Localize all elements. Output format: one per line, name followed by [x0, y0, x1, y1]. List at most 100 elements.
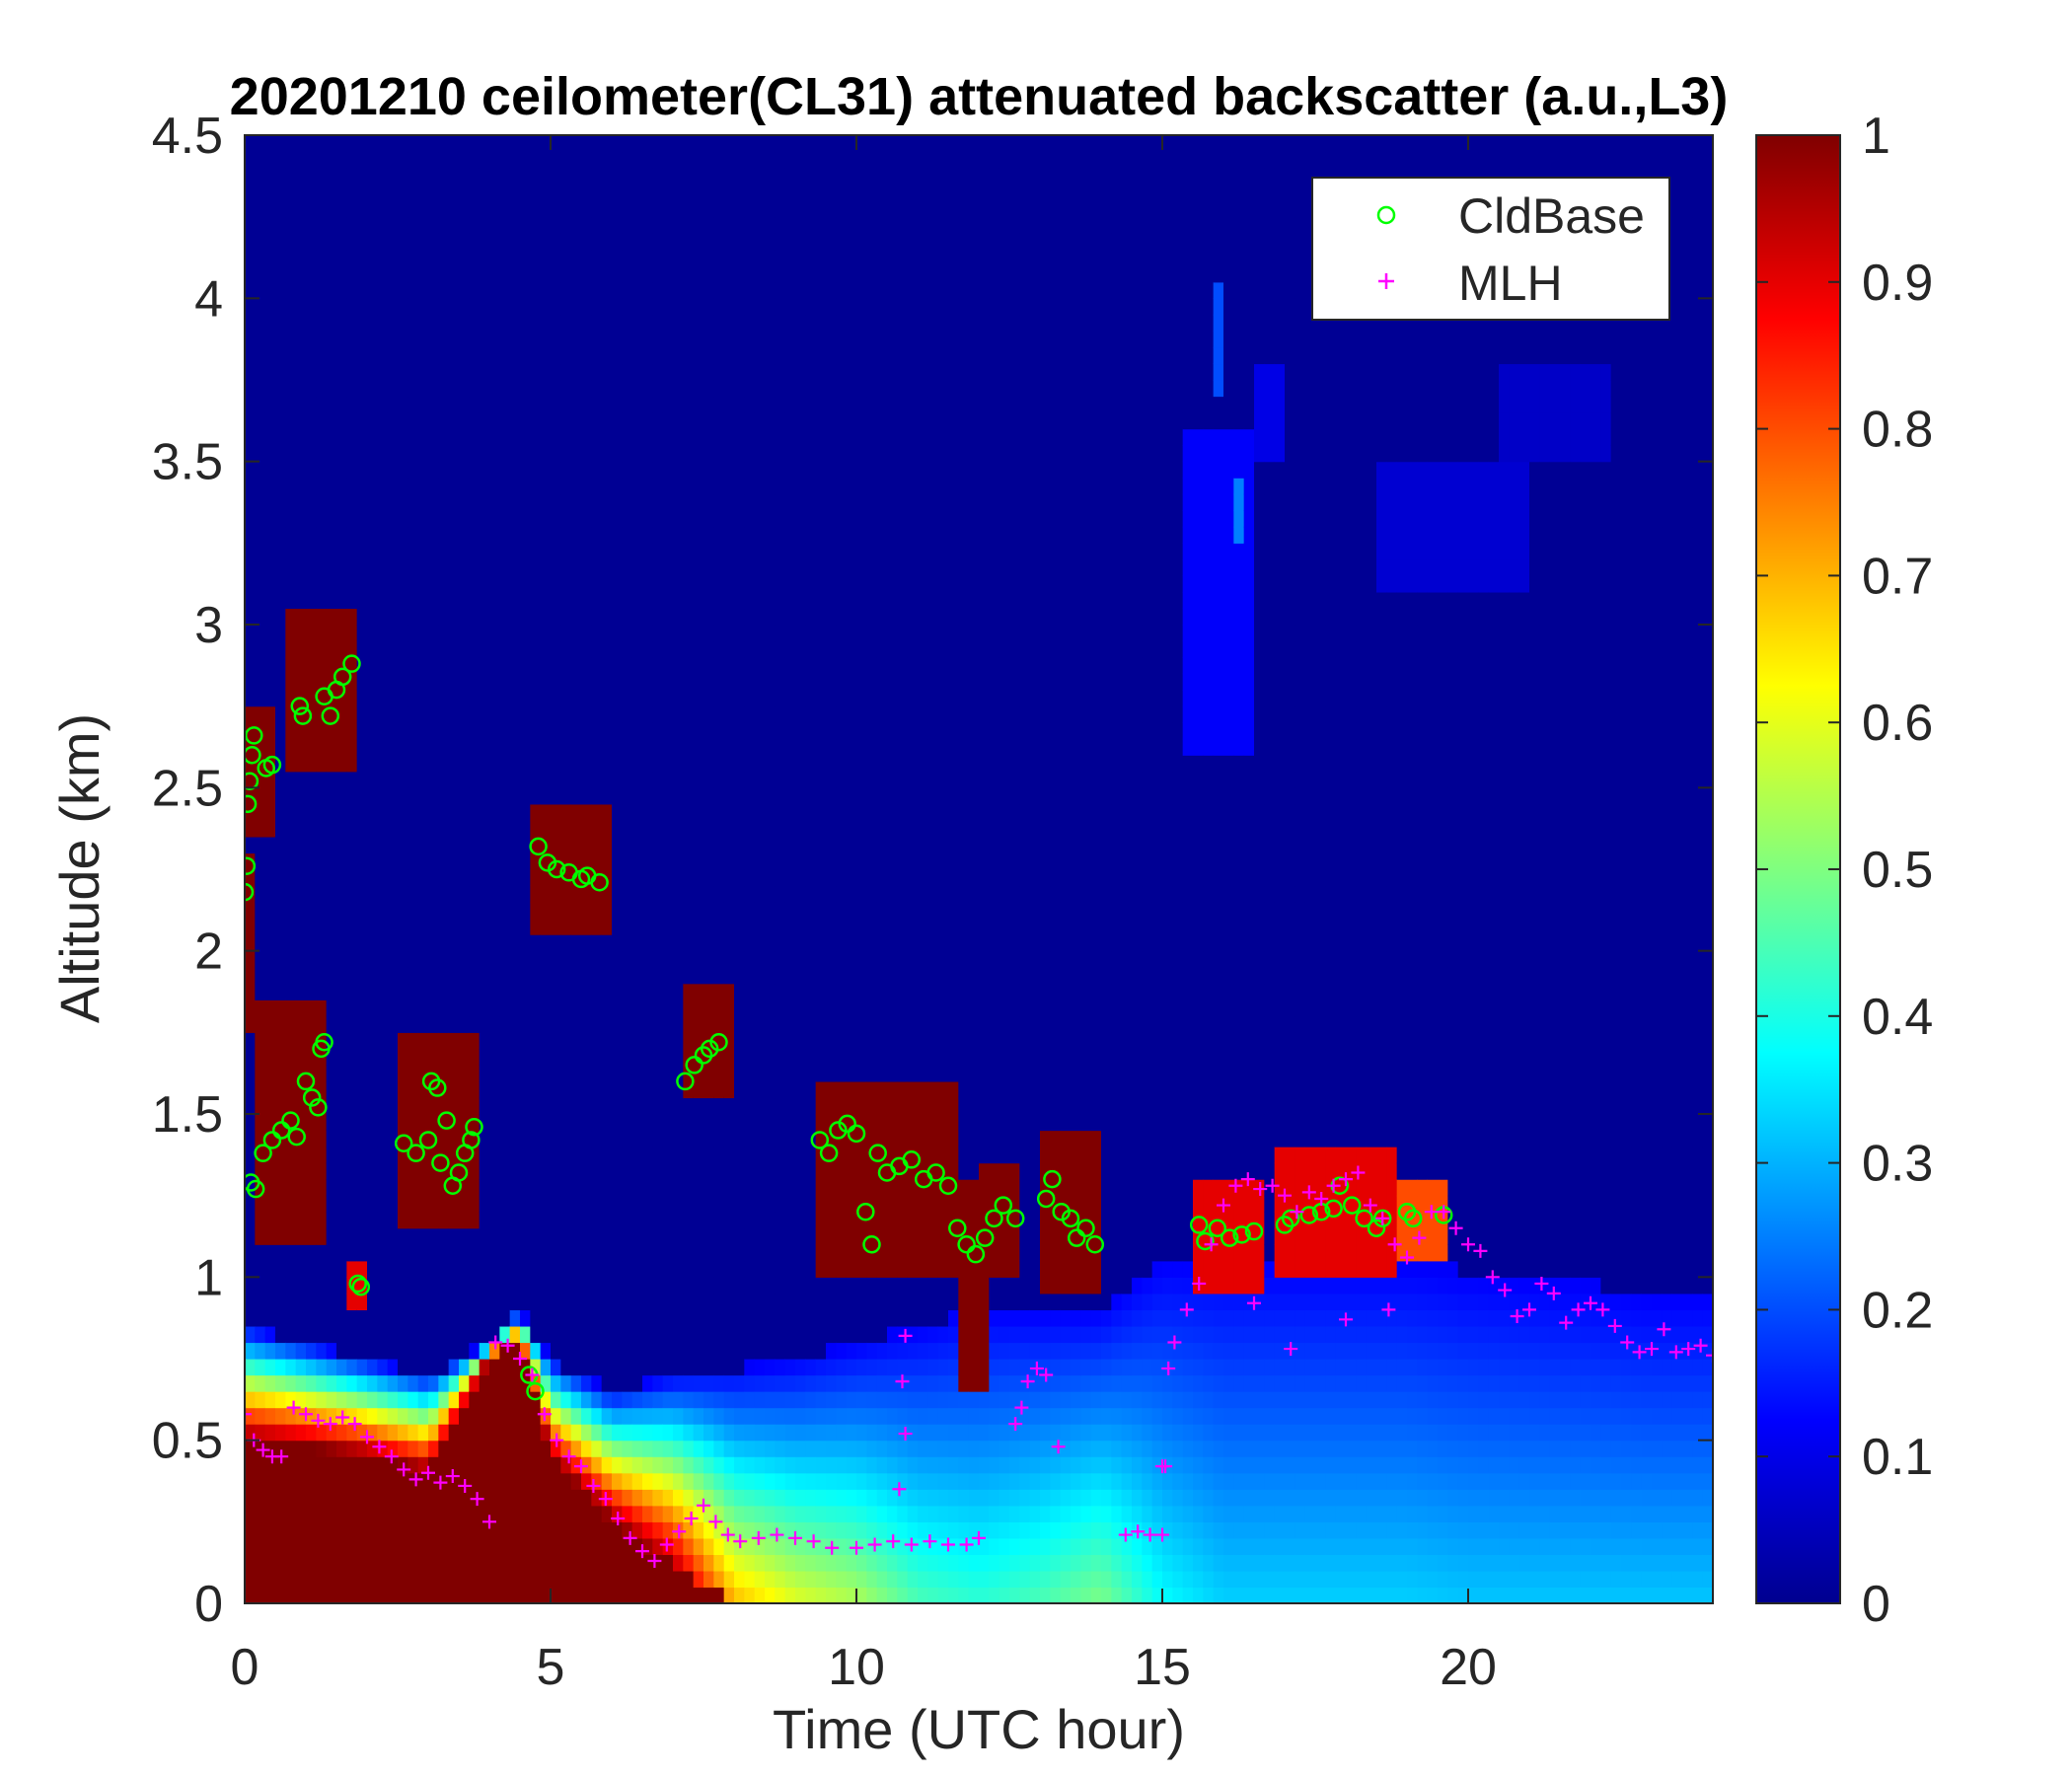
- heatmap-cell: [509, 1472, 521, 1490]
- heatmap-cell: [428, 249, 439, 266]
- heatmap-cell: [540, 412, 552, 430]
- heatmap-cell: [784, 1505, 796, 1522]
- heatmap-cell: [306, 575, 317, 593]
- heatmap-cell: [570, 558, 582, 576]
- heatmap-cell: [652, 625, 664, 642]
- heatmap-cell: [765, 151, 776, 169]
- heatmap-cell: [530, 755, 542, 773]
- heatmap-cell: [581, 1537, 592, 1555]
- heatmap-cell: [612, 1032, 623, 1050]
- heatmap-cell: [744, 1456, 756, 1474]
- heatmap-cell: [784, 918, 796, 935]
- heatmap-cell: [581, 314, 592, 332]
- heatmap-cell: [509, 1359, 521, 1376]
- heatmap-cell: [713, 363, 725, 381]
- heatmap-cell: [652, 363, 664, 381]
- heatmap-cell: [509, 1407, 521, 1425]
- heatmap-cell: [765, 836, 776, 854]
- heatmap-cell: [734, 526, 745, 544]
- heatmap-cell: [693, 1342, 704, 1360]
- heatmap-cell: [775, 346, 786, 365]
- heatmap-cell: [346, 1015, 358, 1033]
- heatmap-cell: [438, 346, 450, 365]
- heatmap-cell: [245, 543, 256, 560]
- heatmap-cell: [255, 543, 266, 560]
- heatmap-cell: [275, 608, 286, 626]
- heatmap-cell: [723, 510, 735, 528]
- heatmap-cell: [356, 934, 368, 952]
- heatmap-cell: [367, 836, 378, 854]
- heatmap-cell: [438, 885, 450, 903]
- heatmap-cell: [622, 151, 633, 169]
- heatmap-cell: [744, 1407, 756, 1425]
- heatmap-cell: [784, 1227, 796, 1245]
- heatmap-cell: [693, 1227, 704, 1245]
- heatmap-cell: [398, 346, 408, 365]
- heatmap-cell: [398, 510, 408, 528]
- heatmap-cell: [520, 722, 531, 740]
- heatmap-cell: [255, 493, 266, 511]
- heatmap-cell: [683, 885, 695, 903]
- heatmap-cell: [591, 1260, 603, 1278]
- heatmap-cell: [551, 1195, 561, 1213]
- heatmap-cell: [723, 1212, 735, 1229]
- heatmap-cell: [540, 1277, 552, 1295]
- heatmap-cell: [765, 1325, 776, 1344]
- heatmap-cell: [601, 575, 613, 593]
- heatmap-cell: [428, 1244, 439, 1262]
- heatmap-cell: [570, 1032, 582, 1050]
- heatmap-cell: [713, 314, 725, 332]
- heatmap-cell: [784, 1440, 796, 1457]
- heatmap-cell: [245, 168, 256, 185]
- heatmap-cell: [601, 1162, 613, 1180]
- heatmap-cell: [631, 200, 643, 218]
- heatmap-cell: [285, 1293, 297, 1310]
- heatmap-cell: [438, 445, 450, 463]
- heatmap-cell: [469, 885, 481, 903]
- heatmap-cell: [662, 1162, 674, 1180]
- heatmap-cell: [652, 1489, 664, 1507]
- heatmap-cell: [631, 1374, 643, 1392]
- heatmap-cell: [601, 673, 613, 691]
- heatmap-cell: [255, 526, 266, 544]
- heatmap-cell: [285, 1456, 297, 1474]
- heatmap-cell: [795, 657, 806, 675]
- heatmap-cell: [540, 820, 552, 838]
- heatmap-cell: [306, 543, 317, 560]
- heatmap-cell: [723, 625, 735, 642]
- heatmap-cell: [784, 543, 796, 560]
- heatmap-cell: [306, 216, 317, 234]
- heatmap-cell: [316, 1227, 328, 1245]
- heatmap-cell: [754, 1260, 766, 1278]
- heatmap-cell: [662, 233, 674, 251]
- heatmap-cell: [612, 608, 623, 626]
- heatmap-cell: [581, 1114, 592, 1132]
- heatmap-cell: [306, 200, 317, 218]
- heatmap-cell: [356, 1505, 368, 1522]
- heatmap-cell: [601, 1374, 613, 1392]
- heatmap-cell: [316, 1195, 328, 1213]
- heatmap-cell: [662, 999, 674, 1017]
- heatmap-cell: [540, 331, 552, 348]
- heatmap-cell: [520, 673, 531, 691]
- heatmap-cell: [744, 1130, 756, 1147]
- heatmap-cell: [245, 396, 256, 413]
- heatmap-cell: [744, 1489, 756, 1507]
- heatmap-cell: [459, 803, 470, 821]
- heatmap-cell: [591, 1554, 603, 1572]
- heatmap-cell: [245, 1130, 256, 1147]
- heatmap-cell: [775, 1554, 786, 1572]
- heatmap-cell: [703, 478, 714, 495]
- heatmap-cell: [784, 640, 796, 658]
- heatmap-cell: [438, 1032, 450, 1050]
- heatmap-cell: [744, 1227, 756, 1245]
- heatmap-cell: [346, 1391, 358, 1409]
- heatmap-cell: [723, 690, 735, 707]
- heatmap-cell: [417, 902, 429, 920]
- heatmap-cell: [377, 412, 389, 430]
- heatmap-cell: [336, 1309, 347, 1327]
- heatmap-cell: [346, 380, 358, 398]
- heatmap-cell: [754, 1325, 766, 1344]
- heatmap-cell: [551, 608, 561, 626]
- heatmap-cell: [551, 934, 561, 952]
